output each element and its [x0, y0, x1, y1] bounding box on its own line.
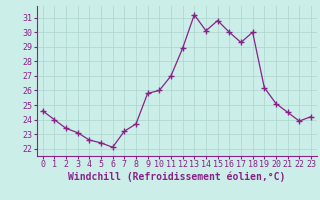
X-axis label: Windchill (Refroidissement éolien,°C): Windchill (Refroidissement éolien,°C)	[68, 172, 285, 182]
